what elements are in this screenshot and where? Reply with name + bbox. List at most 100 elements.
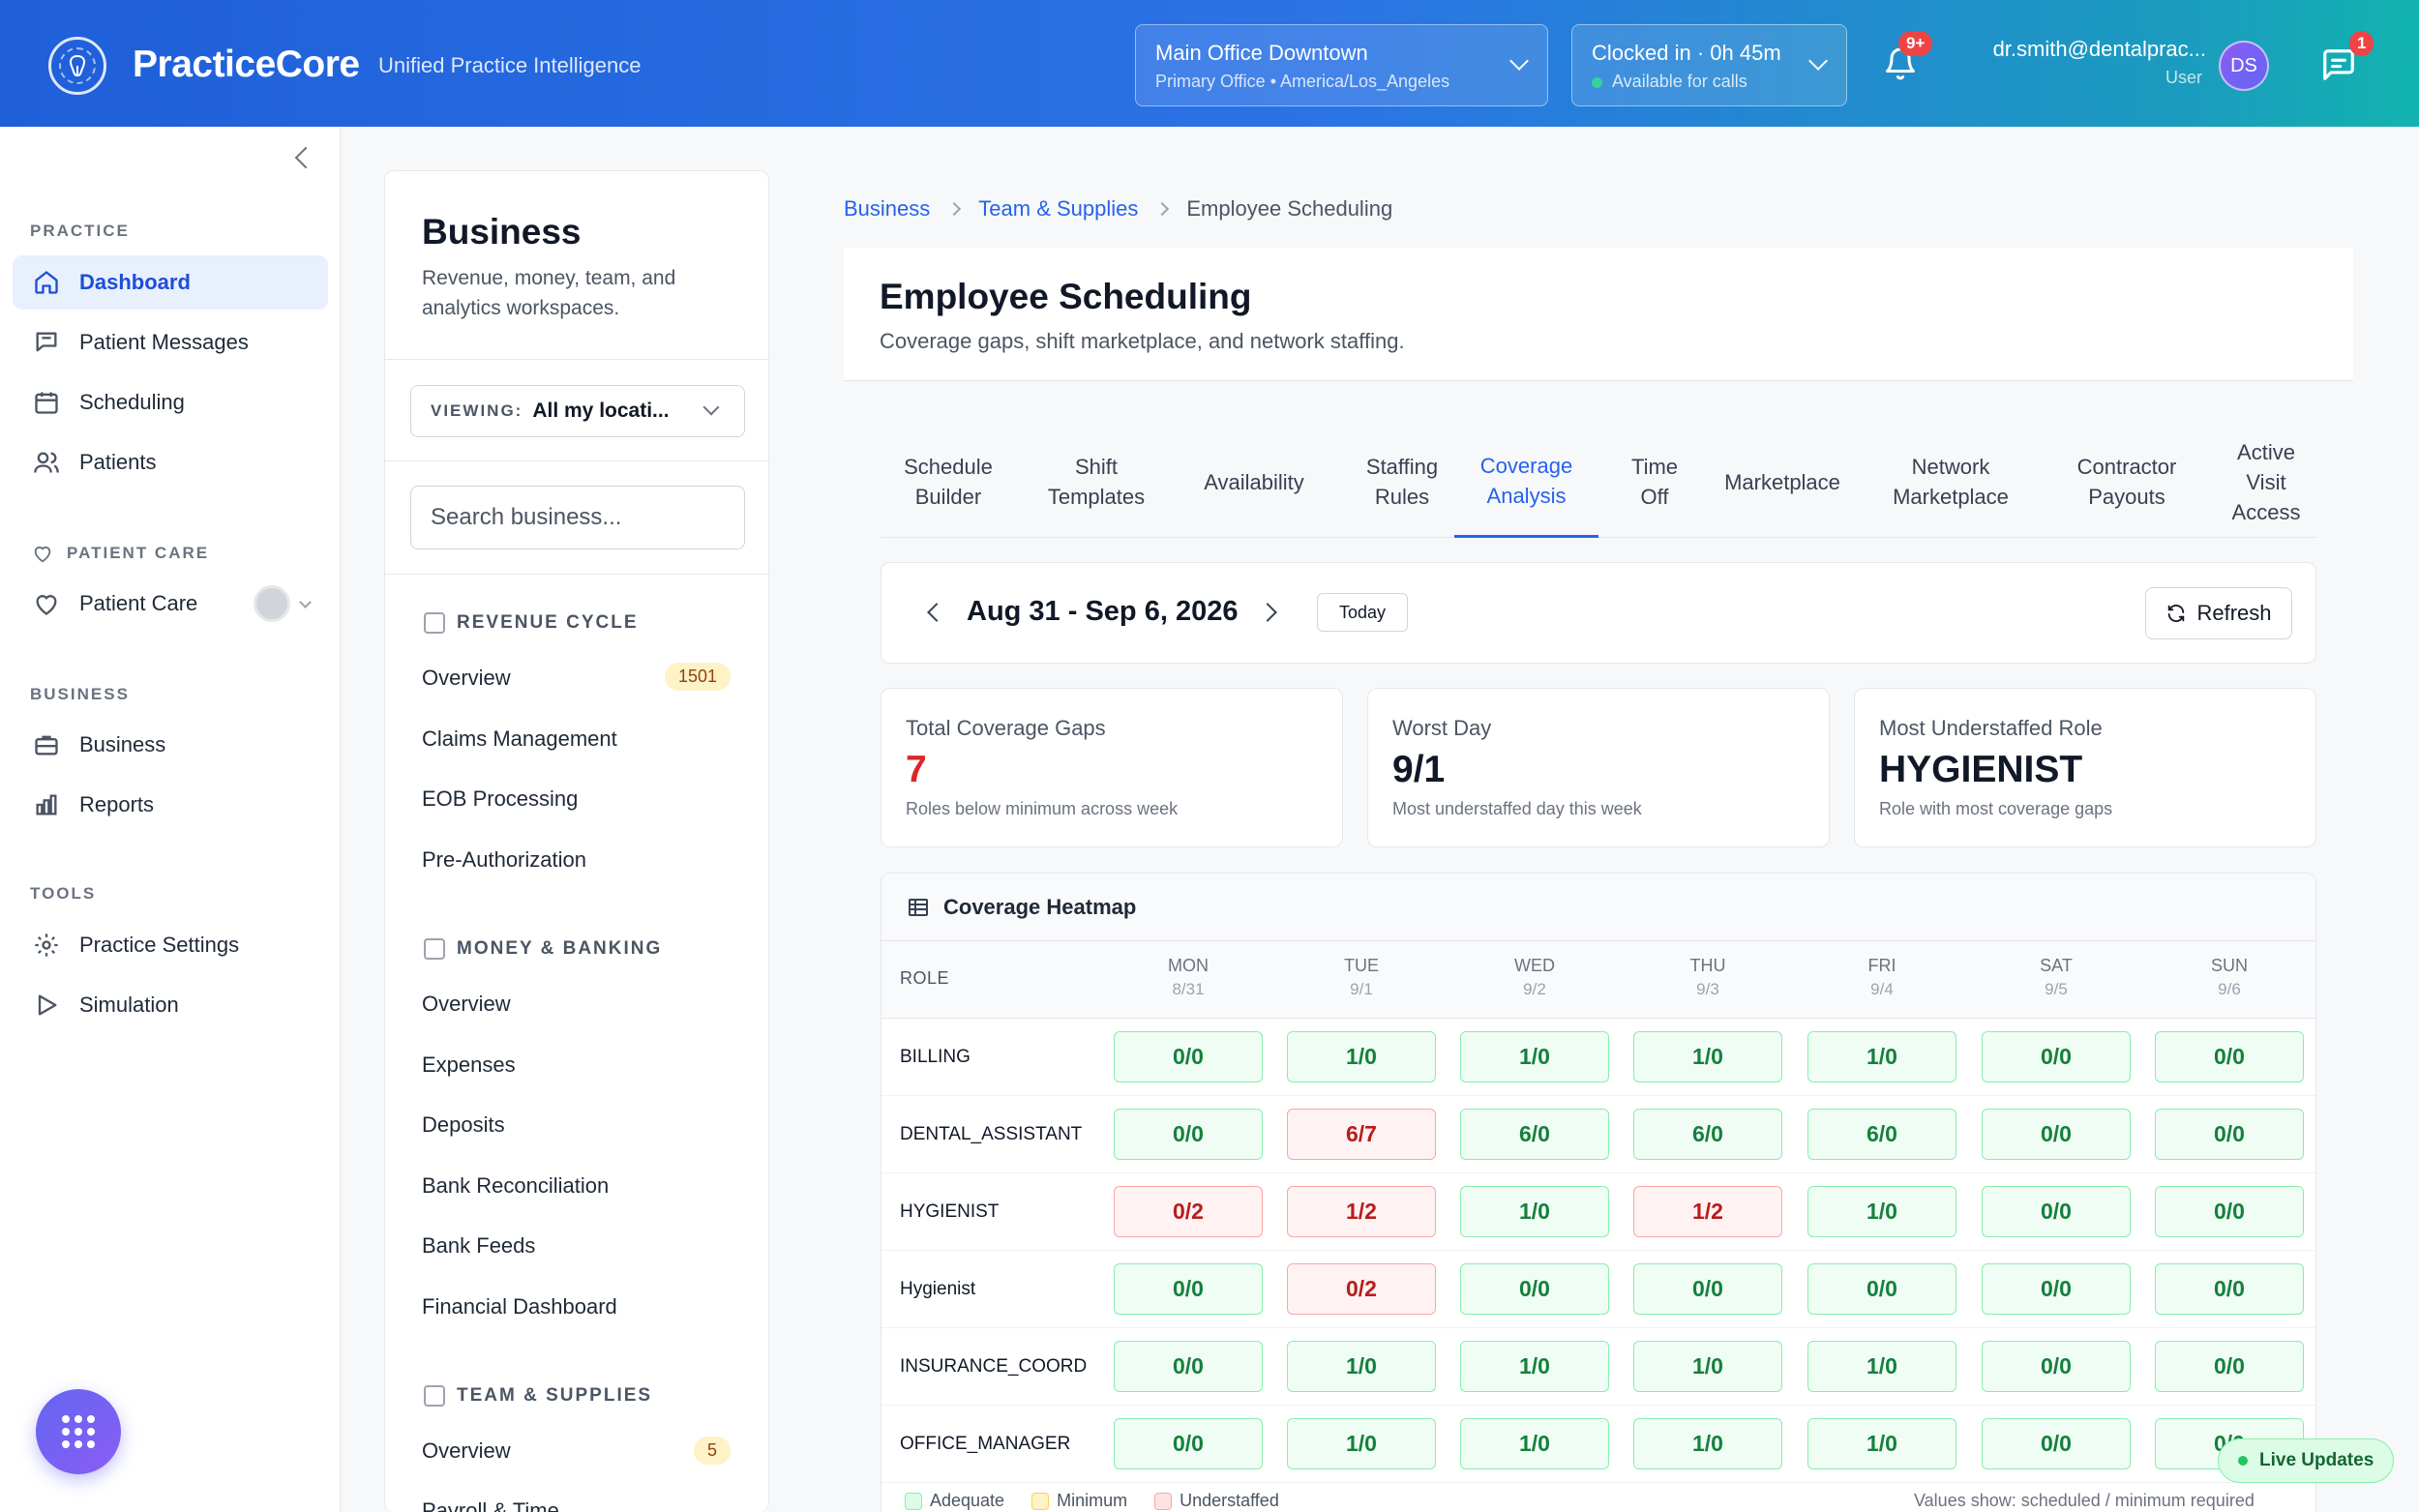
coverage-cell[interactable]: 1/0 [1633,1418,1782,1469]
breadcrumb: Business Team & Supplies Employee Schedu… [844,196,1392,222]
coverage-cell[interactable]: 0/0 [2155,1109,2304,1160]
sidebar-item-patient-messages[interactable]: Patient Messages [13,315,328,370]
tab-active-visit-access[interactable]: Active Visit Access [2231,439,2301,524]
coverage-cell[interactable]: 0/0 [1114,1341,1263,1392]
coverage-cell[interactable]: 1/0 [1287,1341,1436,1392]
sidebar-item-practice-settings[interactable]: Practice Settings [13,918,328,972]
coverage-cell[interactable]: 0/2 [1114,1186,1263,1237]
apps-launcher-button[interactable] [36,1389,121,1474]
coverage-cell[interactable]: 0/0 [1114,1418,1263,1469]
subnav-item-expenses[interactable]: Expenses [422,1052,516,1077]
coverage-cell[interactable]: 0/0 [1982,1186,2131,1237]
tab-network-marketplace[interactable]: Network Marketplace [1893,455,2009,509]
coverage-cell[interactable]: 0/0 [1982,1263,2131,1315]
coverage-cell[interactable]: 1/2 [1633,1186,1782,1237]
collapse-sidebar-icon[interactable] [294,146,317,169]
coverage-cell[interactable]: 6/0 [1807,1109,1956,1160]
subnav-item-claims-management[interactable]: Claims Management [422,726,617,751]
sidebar-section-title: PRACTICE [30,222,130,240]
messages-badge: 1 [2349,31,2374,57]
scheduling-tabs: Schedule Builder Shift Templates Availabil… [881,426,2316,538]
sidebar-item-business[interactable]: Business [13,718,328,772]
coverage-cell[interactable]: 1/0 [1807,1341,1956,1392]
coverage-cell[interactable]: 1/0 [1460,1031,1609,1082]
coverage-cell[interactable]: 6/7 [1287,1109,1436,1160]
coverage-cell[interactable]: 0/0 [2155,1263,2304,1315]
coverage-cell[interactable]: 6/0 [1460,1109,1609,1160]
coverage-cell[interactable]: 1/0 [1287,1031,1436,1082]
coverage-cell[interactable]: 0/0 [1114,1109,1263,1160]
logo-icon[interactable] [48,37,106,95]
subnav-item-overview[interactable]: Overview [422,992,511,1016]
coverage-cell[interactable]: 1/0 [1460,1418,1609,1469]
coverage-cell[interactable]: 0/0 [2155,1031,2304,1082]
coverage-cell[interactable]: 0/0 [1982,1109,2131,1160]
play-icon [38,994,57,1016]
location-selector[interactable]: Main Office Downtown Primary Office • Am… [1135,24,1548,106]
coverage-cell[interactable]: 0/0 [1114,1263,1263,1315]
coverage-cell[interactable]: 0/0 [1633,1263,1782,1315]
sidebar-item-patients[interactable]: Patients [13,435,328,489]
breadcrumb-business[interactable]: Business [844,196,931,221]
stat-card-worst-day: Worst Day 9/1 Most understaffed day this… [1367,688,1830,847]
day-name: WED [1514,956,1555,975]
subnav-item-deposits[interactable]: Deposits [422,1112,505,1137]
tab-marketplace[interactable]: Marketplace [1724,469,1840,494]
subnav-item-eob-processing[interactable]: EOB Processing [422,786,579,811]
coverage-cell[interactable]: 1/0 [1287,1418,1436,1469]
tab-coverage-analysis[interactable]: Coverage Analysis [1454,426,1598,538]
coverage-cell[interactable]: 1/0 [1460,1341,1609,1392]
tab-contractor-payouts[interactable]: Contractor Payouts [2076,455,2177,509]
subnav-item-financial-dashboard[interactable]: Financial Dashboard [422,1294,617,1319]
location-filter-select[interactable]: VIEWING: All my locati... [410,385,745,437]
avatar[interactable]: DS [2219,41,2269,91]
search-input[interactable]: Search business... [410,486,745,549]
sidebar-item-patient-care[interactable]: Patient Care [13,577,328,631]
sidebar-item-reports[interactable]: Reports [13,778,328,832]
subnav-item-payroll-time[interactable]: Payroll & Time [422,1498,559,1512]
coverage-cell[interactable]: 0/0 [1982,1341,2131,1392]
subnav-item-bank-reconciliation[interactable]: Bank Reconciliation [422,1173,610,1198]
chevron-right-icon[interactable] [1258,603,1277,622]
clock-status-selector[interactable]: Clocked in · 0h 45m Available for calls [1571,24,1847,106]
tab-staffing-rules[interactable]: Staffing Rules [1365,455,1439,509]
coverage-cell[interactable]: 1/0 [1807,1418,1956,1469]
subnav-item-bank-feeds[interactable]: Bank Feeds [422,1233,536,1258]
brand-name[interactable]: PracticeCore [133,44,360,85]
user-email[interactable]: dr.smith@dentalprac... [1992,37,2206,61]
day-date: 9/4 [1870,980,1894,998]
coverage-cell[interactable]: 1/0 [1633,1031,1782,1082]
patient-care-toggle[interactable] [254,585,290,622]
refresh-button[interactable]: Refresh [2145,587,2292,639]
coverage-cell[interactable]: 6/0 [1633,1109,1782,1160]
coverage-cell[interactable]: 0/0 [1982,1031,2131,1082]
tab-time-off[interactable]: Time Off [1630,455,1679,509]
coverage-cell[interactable]: 1/0 [1460,1186,1609,1237]
subnav-item-pre-authorization[interactable]: Pre-Authorization [422,847,586,872]
subnav-item-overview[interactable]: Overview [422,1438,511,1463]
coverage-cell[interactable]: 1/0 [1633,1341,1782,1392]
coverage-cell[interactable]: 1/0 [1807,1186,1956,1237]
subnav-item-overview[interactable]: Overview [422,666,511,690]
today-button[interactable]: Today [1317,593,1408,632]
subnav-section-revenue-cycle: REVENUE CYCLE [424,612,639,634]
coverage-cell[interactable]: 1/2 [1287,1186,1436,1237]
chevron-left-icon[interactable] [927,603,946,622]
coverage-cell[interactable]: 1/0 [1807,1031,1956,1082]
sidebar-item-simulation[interactable]: Simulation [13,978,328,1032]
breadcrumb-team-supplies[interactable]: Team & Supplies [978,196,1139,221]
sidebar-item-dashboard[interactable]: Dashboard [13,255,328,310]
tab-availability[interactable]: Availability [1204,469,1304,494]
coverage-cell[interactable]: 0/0 [1807,1263,1956,1315]
live-updates-badge[interactable]: Live Updates [2218,1438,2395,1483]
legend-label: Minimum [1057,1491,1128,1510]
tab-schedule-builder[interactable]: Schedule Builder [904,455,993,509]
coverage-cell[interactable]: 0/0 [2155,1341,2304,1392]
coverage-cell[interactable]: 0/0 [1982,1418,2131,1469]
coverage-cell[interactable]: 0/0 [1114,1031,1263,1082]
sidebar-item-scheduling[interactable]: Scheduling [13,375,328,430]
coverage-cell[interactable]: 0/0 [2155,1186,2304,1237]
coverage-cell[interactable]: 0/0 [1460,1263,1609,1315]
coverage-cell[interactable]: 0/2 [1287,1263,1436,1315]
tab-shift-templates[interactable]: Shift Templates [1047,455,1146,509]
